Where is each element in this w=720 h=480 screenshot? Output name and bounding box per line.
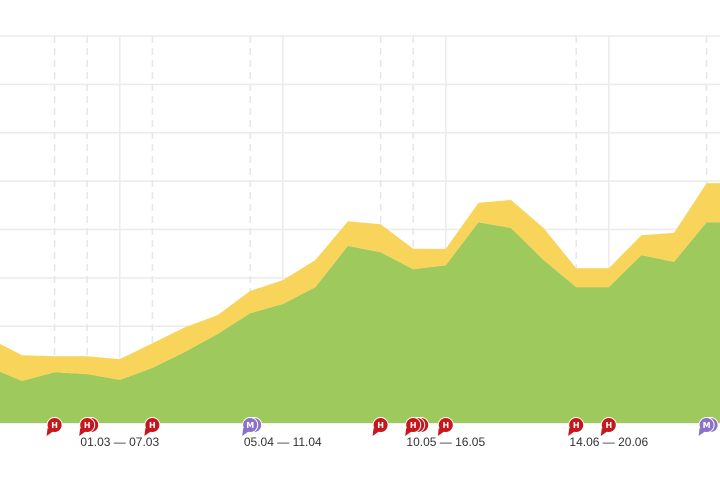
annotation-marker-m[interactable]: M xyxy=(698,417,719,437)
marker-bubble xyxy=(600,417,617,433)
x-tick-label: 10.05 — 16.05 xyxy=(406,435,485,449)
marker-tail xyxy=(405,428,413,436)
marker-bubble xyxy=(79,417,96,433)
annotation-marker-h[interactable]: H xyxy=(79,417,100,437)
marker-label: M xyxy=(246,421,254,430)
annotation-marker-h[interactable]: H xyxy=(46,417,63,437)
marker-label: H xyxy=(149,421,156,430)
marker-tail xyxy=(600,428,608,436)
annotation-marker-h[interactable]: H xyxy=(405,417,430,437)
marker-bubble xyxy=(405,417,422,433)
annotation-marker-h[interactable]: H xyxy=(568,417,585,437)
marker-tail xyxy=(242,428,250,436)
marker-label: H xyxy=(605,421,612,430)
annotation-marker-h[interactable]: H xyxy=(144,417,161,437)
marker-label: H xyxy=(573,421,580,430)
marker-tail xyxy=(144,428,152,436)
marker-tail xyxy=(372,428,380,436)
marker-bubble xyxy=(372,417,389,433)
annotation-marker-h[interactable]: H xyxy=(437,417,454,437)
x-tick-label: 01.03 — 07.03 xyxy=(80,435,159,449)
x-tick-label: 05.04 — 11.04 xyxy=(244,435,322,449)
marker-label: H xyxy=(84,421,91,430)
marker-bubble xyxy=(242,417,259,433)
marker-tail xyxy=(568,428,576,436)
marker-tail xyxy=(698,428,706,436)
marker-bubble xyxy=(568,417,585,433)
annotation-marker-h[interactable]: H xyxy=(372,417,389,437)
x-tick-label: 14.06 — 20.06 xyxy=(569,435,648,449)
marker-label: H xyxy=(410,421,417,430)
marker-label: H xyxy=(51,421,58,430)
area-series-2 xyxy=(0,183,720,381)
marker-label: H xyxy=(377,421,384,430)
marker-label: H xyxy=(442,421,449,430)
marker-label: M xyxy=(703,421,711,430)
marker-tail xyxy=(46,428,54,436)
marker-bubble xyxy=(46,417,63,433)
marker-bubble xyxy=(698,417,715,433)
marker-bubble xyxy=(144,417,161,433)
annotation-marker-m[interactable]: M xyxy=(242,417,263,437)
area-series-1 xyxy=(0,222,720,423)
marker-bubble xyxy=(437,417,454,433)
marker-tail xyxy=(437,428,445,436)
annotation-marker-h[interactable]: H xyxy=(600,417,617,437)
marker-tail xyxy=(79,428,87,436)
